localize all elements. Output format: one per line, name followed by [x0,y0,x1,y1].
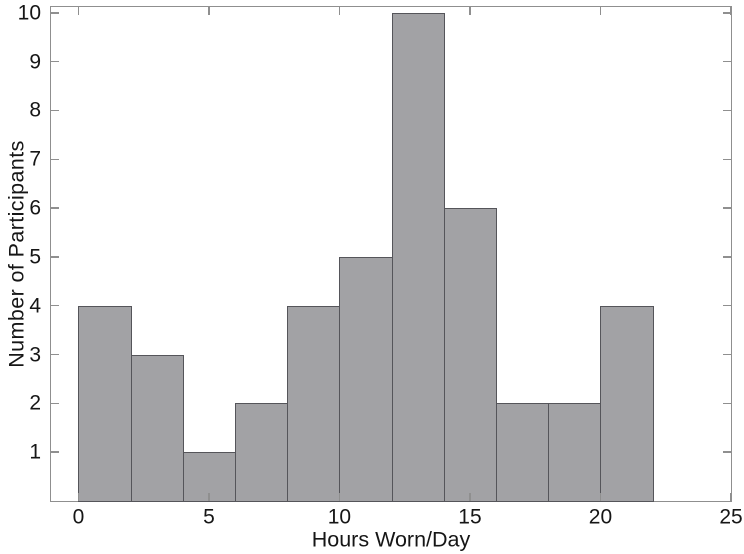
y-tick-left [51,353,59,356]
x-tick-label: 0 [72,505,85,529]
histogram-bar [183,452,236,502]
x-axis-title: Hours Worn/Day [311,527,471,552]
y-tick-label: 4 [29,294,41,318]
y-tick-right [723,304,731,307]
x-tick-label: 20 [588,505,613,529]
plot-area [50,6,732,502]
x-tick-bottom [208,493,210,501]
x-tick-bottom [338,493,341,501]
y-tick-left [51,451,59,453]
y-tick-label: 7 [29,147,41,171]
x-tick-top [77,7,80,15]
x-tick-bottom [599,493,602,501]
y-tick-label: 3 [29,343,41,367]
histogram-bar [392,13,445,502]
y-tick-left [51,109,59,112]
x-tick-bottom [469,493,471,501]
x-tick-label: 15 [458,505,482,529]
histogram-bar [548,403,601,502]
y-tick-right [723,12,731,14]
y-tick-left [51,402,59,405]
y-tick-label: 8 [29,98,41,122]
y-tick-right [723,451,731,453]
y-tick-right [723,158,731,161]
x-tick-label: 10 [327,505,352,529]
y-tick-left [51,207,59,209]
y-tick-label: 9 [29,50,41,74]
y-tick-right [723,353,731,356]
x-tick-top [469,7,471,15]
y-tick-left [51,12,59,14]
y-tick-left [51,256,59,258]
y-tick-left [51,304,59,307]
x-tick-bottom [730,493,732,501]
x-tick-top [338,7,341,15]
y-tick-label: 2 [29,391,41,415]
y-tick-label: 1 [29,440,41,464]
y-tick-right [723,256,731,258]
x-tick-top [208,7,210,15]
y-tick-right [723,207,731,209]
y-tick-label: 10 [17,1,41,25]
y-tick-right [723,109,731,112]
x-tick-bottom [77,493,80,501]
x-tick-label: 5 [203,505,215,529]
histogram-bar [131,355,184,502]
histogram-bar [287,306,340,502]
histogram-bar [78,306,132,502]
x-tick-top [730,7,732,15]
x-tick-top [599,7,602,15]
y-tick-left [51,60,59,63]
bars-layer [51,7,731,502]
y-tick-right [723,402,731,405]
y-tick-label: 6 [29,196,41,220]
histogram-bar [444,208,497,502]
histogram-bar [600,306,654,502]
x-tick-label: 25 [719,505,743,529]
y-tick-label: 5 [29,245,41,269]
y-tick-right [723,60,731,63]
y-tick-left [51,158,59,161]
ticks-layer [51,7,732,501]
histogram-bar [496,403,549,502]
y-axis-title: Number of Participants [4,140,29,368]
